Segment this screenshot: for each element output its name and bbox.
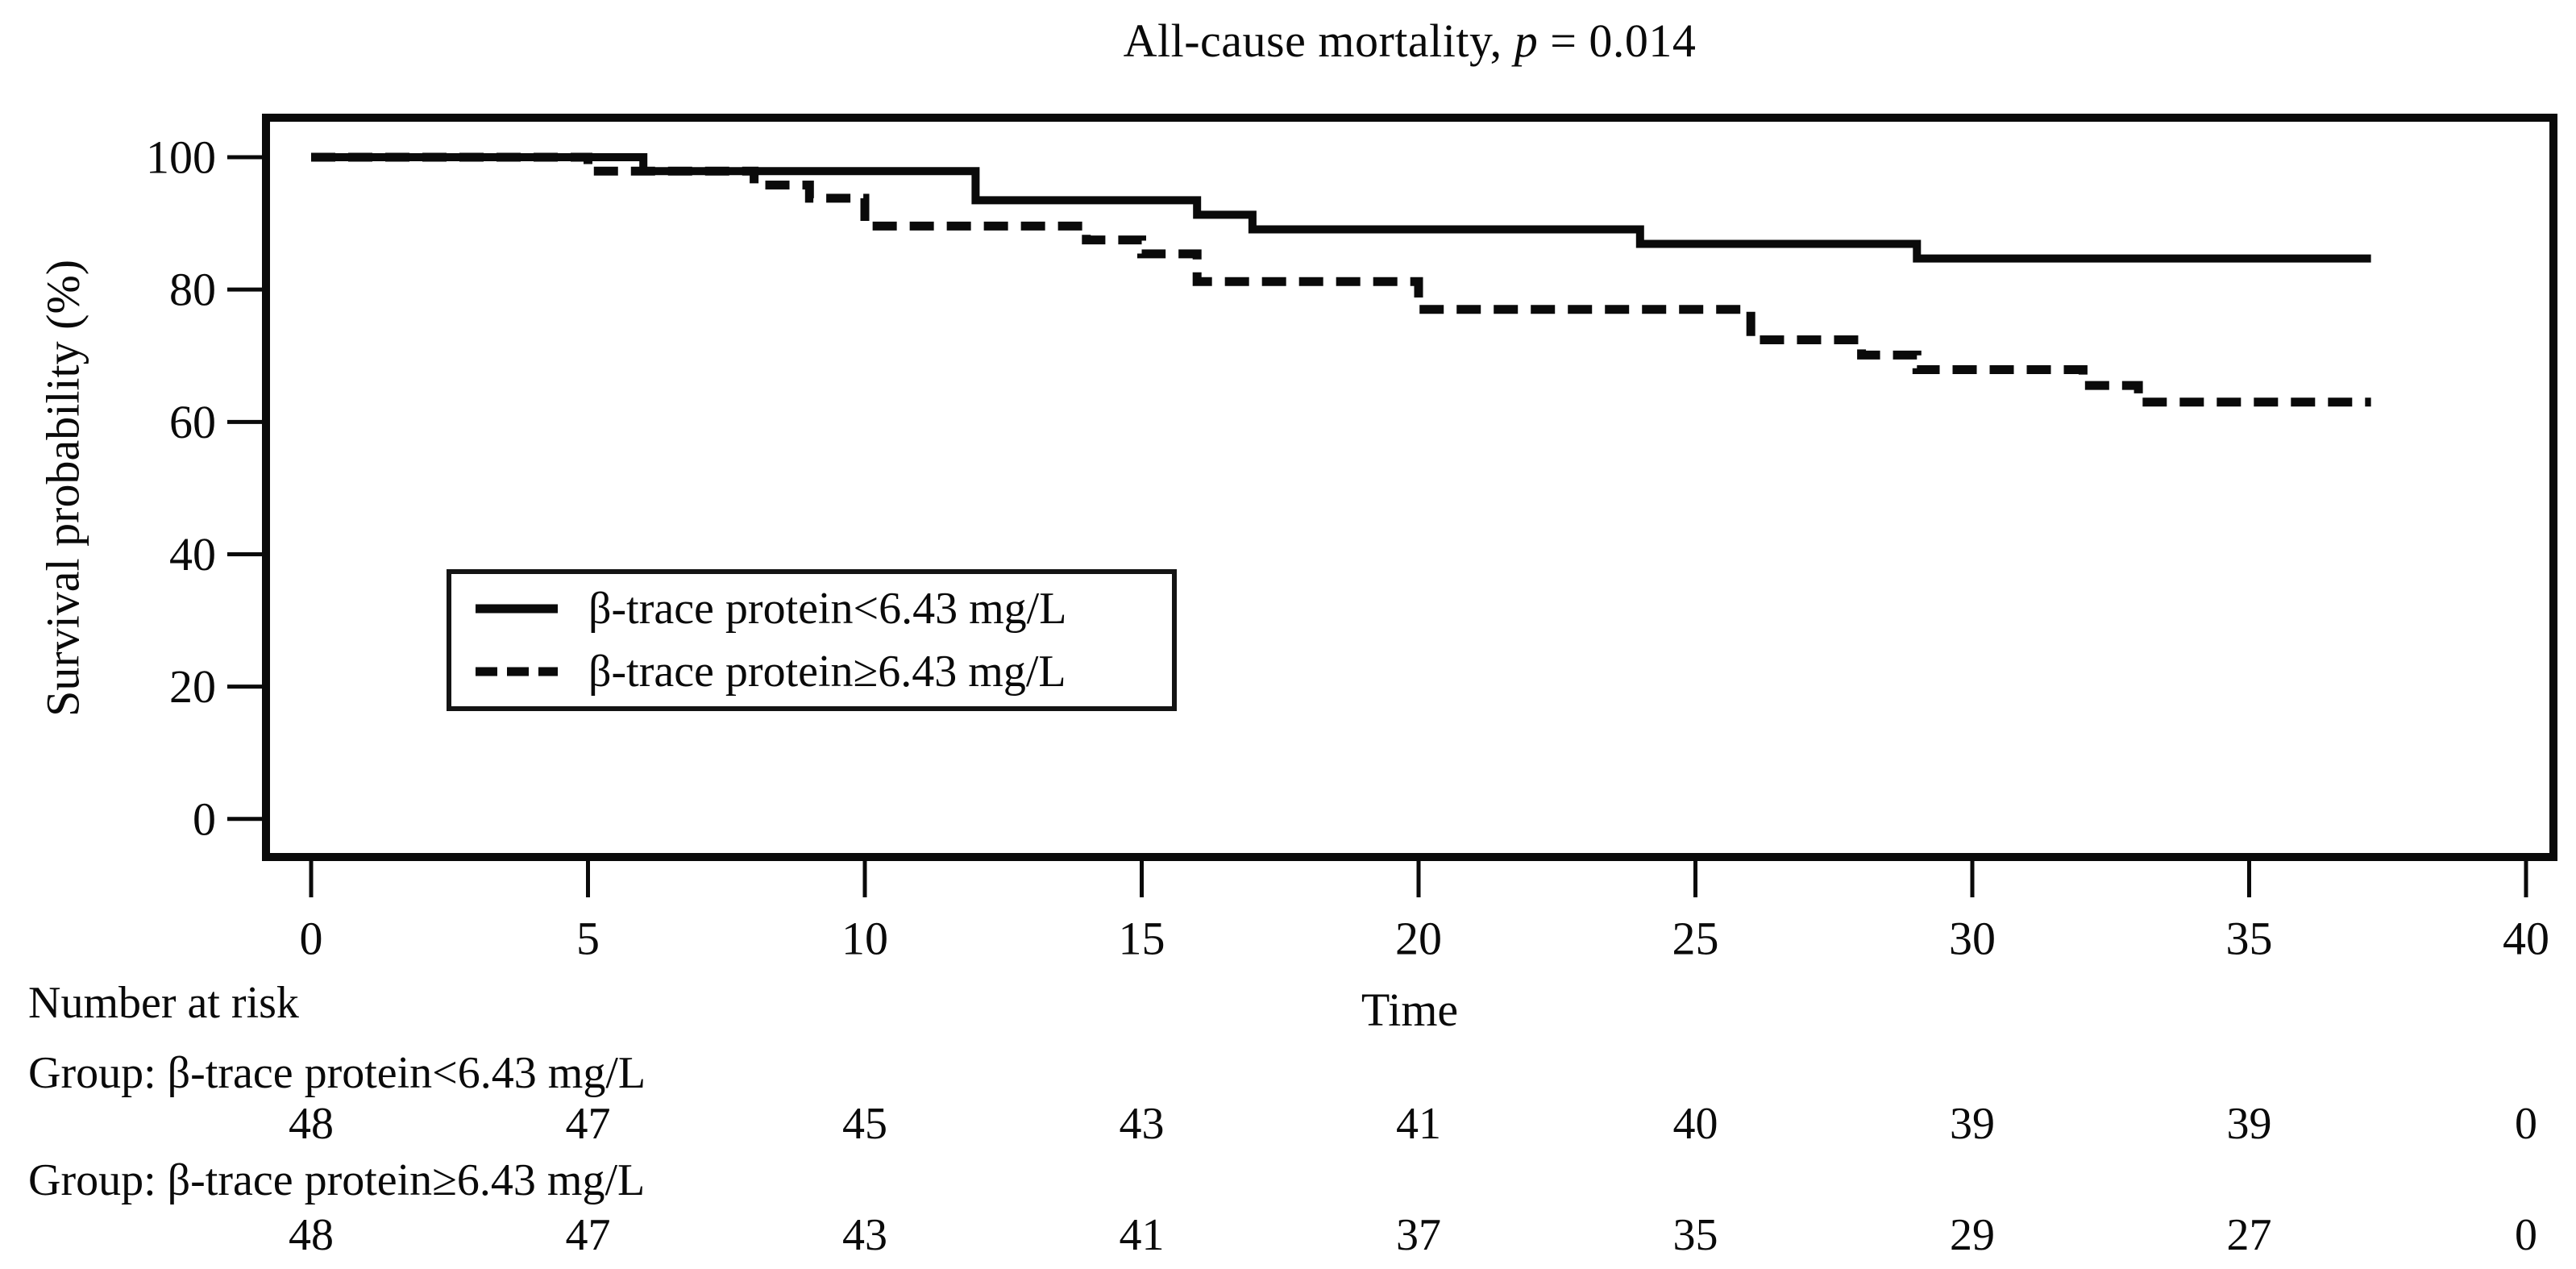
risk-count: 40 — [1672, 1099, 1718, 1149]
y-tick-label: 60 — [169, 396, 216, 448]
risk-count: 39 — [1950, 1099, 1995, 1149]
x-tick-label: 25 — [1672, 913, 1719, 965]
km-curve-high-group-dashed — [311, 152, 2371, 407]
x-tick-label: 10 — [841, 913, 888, 965]
legend: β-trace protein<6.43 mg/L β-trace protei… — [447, 569, 1177, 711]
legend-label-dashed: β-trace protein≥6.43 mg/L — [588, 647, 1066, 697]
risk-count: 29 — [1950, 1210, 1995, 1260]
y-tick-label: 100 — [146, 131, 216, 184]
risk-count: 37 — [1396, 1210, 1441, 1260]
plot-frame — [262, 114, 2557, 861]
chart-title: All-cause mortality, p = 0.014 — [266, 13, 2553, 69]
risk-table-heading: Number at risk — [28, 978, 299, 1028]
legend-row-dashed: β-trace protein≥6.43 mg/L — [474, 646, 1172, 697]
risk-count: 41 — [1396, 1099, 1441, 1149]
legend-label-solid: β-trace protein<6.43 mg/L — [588, 584, 1067, 634]
risk-group-label-high: Group: β-trace protein≥6.43 mg/L — [28, 1155, 646, 1205]
risk-count: 48 — [289, 1099, 334, 1149]
risk-group-label-low: Group: β-trace protein<6.43 mg/L — [28, 1048, 646, 1098]
risk-count: 48 — [289, 1210, 334, 1260]
legend-dashed-line-sample — [476, 667, 558, 676]
km-curve-low-group-solid — [311, 153, 2371, 263]
legend-row-solid: β-trace protein<6.43 mg/L — [474, 583, 1172, 634]
y-tick-label: 40 — [169, 528, 216, 580]
y-tick-label: 80 — [169, 264, 216, 316]
risk-count: 43 — [842, 1210, 887, 1260]
y-axis-title: Survival probability (%) — [37, 260, 89, 717]
risk-count: 47 — [565, 1099, 611, 1149]
y-tick-label: 20 — [169, 660, 216, 713]
risk-count: 41 — [1119, 1210, 1165, 1260]
risk-count: 27 — [2226, 1210, 2272, 1260]
x-tick-label: 30 — [1949, 913, 1996, 965]
risk-count: 39 — [2226, 1099, 2272, 1149]
legend-solid-line-sample — [476, 604, 558, 614]
p-value-symbol: p — [1514, 15, 1539, 67]
x-axis-title: Time — [1361, 984, 1459, 1036]
risk-count: 35 — [1672, 1210, 1718, 1260]
x-tick-label: 20 — [1395, 913, 1442, 965]
x-tick-label: 15 — [1119, 913, 1165, 965]
x-tick-label: 0 — [300, 913, 323, 965]
y-tick-label: 0 — [193, 793, 216, 845]
chart-title-text: All-cause mortality, — [1123, 15, 1514, 67]
risk-count: 0 — [2515, 1210, 2537, 1260]
p-value-text: = 0.014 — [1538, 15, 1697, 67]
risk-count: 45 — [842, 1099, 887, 1149]
x-tick-label: 40 — [2503, 913, 2549, 965]
risk-count: 0 — [2515, 1099, 2537, 1149]
x-tick-label: 35 — [2226, 913, 2273, 965]
risk-count: 47 — [565, 1210, 611, 1260]
x-tick-label: 5 — [576, 913, 600, 965]
risk-count: 43 — [1119, 1099, 1165, 1149]
